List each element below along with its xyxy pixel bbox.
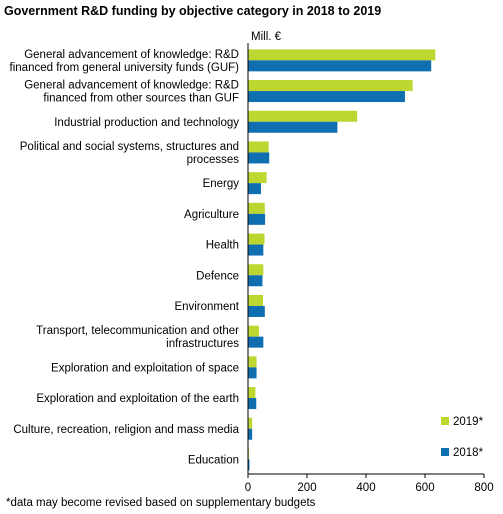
footnote: *data may become revised based on supple… — [6, 497, 316, 509]
bar-2018-1 — [248, 91, 405, 103]
category-label: processes — [187, 154, 240, 166]
legend-label-2018: 2018* — [453, 447, 484, 459]
bar-2019-1 — [248, 80, 413, 92]
bar-2019-4 — [248, 172, 267, 184]
bar-2019-0 — [248, 49, 436, 61]
bar-2018-0 — [248, 60, 432, 72]
bar-2018-3 — [248, 152, 270, 164]
bar-2018-10 — [248, 367, 257, 379]
category-label: Energy — [203, 178, 240, 190]
category-label: financed from other sources than GUF — [43, 93, 239, 105]
bar-2018-11 — [248, 398, 257, 410]
bar-2019-2 — [248, 110, 358, 122]
bar-2018-5 — [248, 213, 266, 225]
x-tick-label: 0 — [245, 482, 251, 494]
chart-title: Government R&D funding by objective cate… — [4, 4, 382, 18]
category-label: Exploration and exploitation of the eart… — [36, 393, 239, 405]
bar-2018-4 — [248, 183, 261, 195]
bar-2018-9 — [248, 336, 264, 348]
bar-2018-12 — [248, 428, 253, 440]
bar-2019-6 — [248, 233, 265, 245]
bar-2019-5 — [248, 202, 265, 214]
x-tick-label: 200 — [297, 482, 316, 494]
legend-swatch-2018 — [441, 448, 449, 456]
x-axis: 0 200 400 600 800 — [245, 43, 494, 494]
category-labels: General advancement of knowledge: R&Dfin… — [10, 49, 240, 467]
category-label: Health — [206, 240, 239, 252]
x-tick-label: 800 — [474, 482, 493, 494]
x-tick-label: 400 — [356, 482, 375, 494]
bar-2019-12 — [248, 417, 253, 429]
category-label: General advancement of knowledge: R&D — [24, 49, 239, 61]
category-label: Education — [188, 454, 239, 466]
bars — [248, 49, 436, 471]
category-label: Defence — [196, 270, 239, 282]
legend-swatch-2019 — [441, 417, 449, 425]
bar-2018-6 — [248, 244, 264, 256]
bar-2019-11 — [248, 387, 256, 399]
bar-2018-2 — [248, 121, 338, 133]
category-label: financed from general university funds (… — [10, 62, 240, 74]
legend-label-2019: 2019* — [453, 416, 484, 428]
category-label: Industrial production and technology — [54, 117, 239, 129]
category-label: Culture, recreation, religion and mass m… — [13, 424, 239, 436]
bar-2019-9 — [248, 325, 259, 337]
bar-2019-7 — [248, 264, 264, 276]
bar-2018-8 — [248, 305, 265, 317]
x-tick-label: 600 — [415, 482, 434, 494]
bar-2018-13 — [248, 459, 250, 471]
category-label: Agriculture — [184, 209, 239, 221]
legend: 2019* 2018* — [441, 416, 484, 459]
bar-2019-8 — [248, 294, 264, 306]
unit-label: Mill. € — [251, 31, 282, 43]
category-label: General advancement of knowledge: R&D — [24, 80, 239, 92]
bar-2019-3 — [248, 141, 269, 153]
category-label: Exploration and exploitation of space — [51, 362, 239, 374]
category-label: Environment — [174, 301, 239, 313]
category-label: Political and social systems, structures… — [20, 141, 239, 153]
bar-2019-10 — [248, 356, 257, 368]
bar-2018-7 — [248, 275, 263, 287]
category-label: infrastructures — [166, 338, 239, 350]
category-label: Transport, telecommunication and other — [36, 325, 239, 337]
